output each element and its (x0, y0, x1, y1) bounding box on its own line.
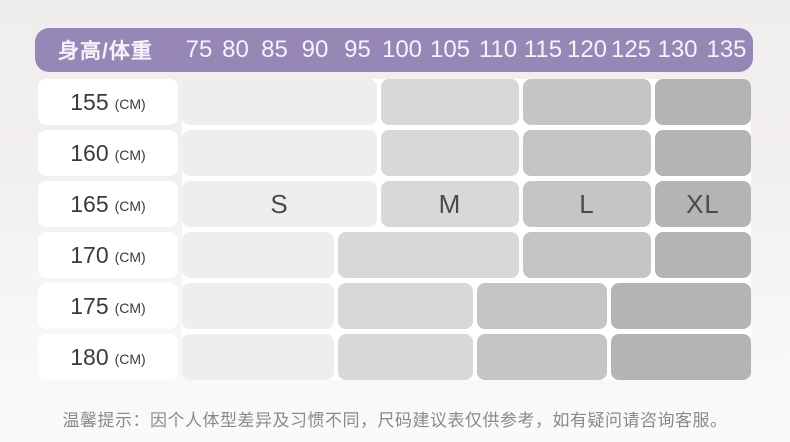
height-unit: (CM) (114, 299, 146, 316)
height-value: 180 (70, 343, 109, 370)
height-unit: (CM) (114, 350, 146, 367)
table-row: 165 (CM) S M L XL (0, 181, 790, 227)
weight-column-header: 135 (706, 36, 747, 63)
height-unit: (CM) (114, 197, 146, 214)
header-corner-label: 身高/体重 (58, 40, 153, 63)
height-value: 170 (70, 241, 109, 268)
size-cell-M (338, 232, 519, 278)
weight-column-header: 130 (657, 36, 698, 63)
table-row: 170 (CM) (0, 232, 790, 278)
size-cell-L (477, 283, 607, 329)
weight-column-header: 105 (429, 36, 471, 63)
size-label: XL (686, 188, 720, 219)
height-unit: (CM) (114, 146, 146, 163)
weight-column-header: 115 (523, 36, 563, 63)
weight-column-header: 110 (478, 36, 518, 63)
height-label: 170 (CM) (38, 232, 178, 278)
table-row: 155 (CM) (0, 79, 790, 125)
size-cell-XL (611, 283, 751, 329)
height-label: 180 (CM) (38, 334, 178, 380)
size-label: M (438, 188, 462, 219)
size-cell-M (338, 283, 473, 329)
size-cell-XL: XL (655, 181, 751, 227)
weight-column-header: 120 (566, 36, 608, 63)
table-body-panel (182, 79, 751, 380)
weight-column-header: 100 (381, 36, 423, 63)
size-cell-S: S (182, 181, 377, 227)
size-cell-L (523, 79, 651, 125)
weight-column-header: 90 (301, 36, 329, 63)
height-value: 160 (70, 139, 109, 166)
size-cell-XL (655, 79, 751, 125)
table-row: 175 (CM) (0, 283, 790, 329)
size-cell-M (381, 79, 519, 125)
weight-column-header: 85 (261, 36, 288, 63)
size-cell-S (182, 283, 334, 329)
weight-column-header: 125 (610, 36, 652, 63)
height-value: 165 (70, 190, 109, 217)
height-unit: (CM) (114, 248, 146, 265)
size-cell-L (523, 130, 651, 176)
size-cell-M (381, 130, 519, 176)
height-label: 160 (CM) (38, 130, 178, 176)
height-label: 175 (CM) (38, 283, 178, 329)
height-label: 155 (CM) (38, 79, 178, 125)
table-header: 身高/体重 75 80 85 90 95 100 105 110 115 120 125 130 135 (35, 28, 753, 72)
size-cell-L: L (523, 181, 651, 227)
size-cell-XL (611, 334, 751, 380)
table-row: 180 (CM) (0, 334, 790, 380)
size-cell-L (523, 232, 651, 278)
size-cell-M (338, 334, 473, 380)
weight-column-header: 75 (185, 36, 213, 63)
size-cell-XL (655, 232, 751, 278)
size-cell-L (477, 334, 607, 380)
height-value: 155 (70, 88, 109, 115)
size-label: L (579, 188, 595, 219)
table-row: 160 (CM) (0, 130, 790, 176)
size-cell-M: M (381, 181, 519, 227)
size-cell-S (182, 334, 334, 380)
size-cell-S (182, 130, 377, 176)
size-cell-S (182, 79, 377, 125)
size-cell-XL (655, 130, 751, 176)
size-label: S (270, 188, 289, 219)
height-value: 175 (70, 292, 109, 319)
height-label: 165 (CM) (38, 181, 178, 227)
weight-column-header: 80 (222, 36, 249, 63)
size-cell-S (182, 232, 334, 278)
weight-column-header: 95 (344, 36, 371, 63)
footer-note: 温馨提示：因个人体型差异及习惯不同，尺码建议表仅供参考，如有疑问请咨询客服。 (62, 411, 728, 430)
height-unit: (CM) (114, 95, 146, 112)
